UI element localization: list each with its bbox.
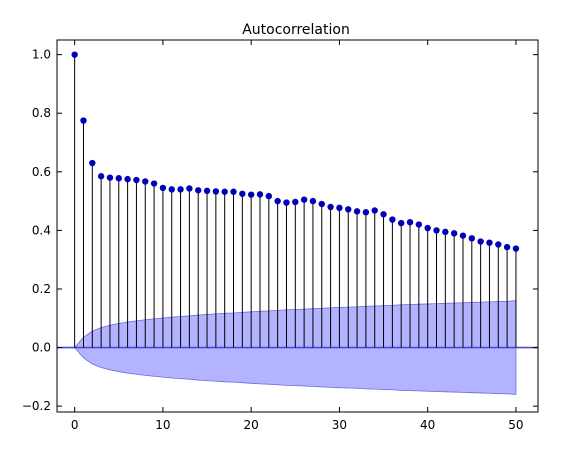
data-point-13 <box>186 185 193 192</box>
data-point-27 <box>309 197 317 205</box>
data-point-20 <box>247 191 255 198</box>
data-point-9 <box>150 180 158 187</box>
data-point-29 <box>327 203 334 211</box>
y-tick-label: −0.2 <box>22 399 51 413</box>
data-point-24 <box>283 199 290 206</box>
data-point-12 <box>177 186 184 193</box>
data-point-50 <box>512 245 520 252</box>
data-point-7 <box>133 176 140 184</box>
data-point-42 <box>442 228 449 236</box>
data-point-16 <box>212 188 220 195</box>
data-point-1 <box>80 117 87 124</box>
chart-title: Autocorrelation <box>242 22 350 38</box>
axes-frame <box>56 39 539 413</box>
plot-area: 0 10 20 30 40 50 −0.2 0.0 0.2 0.4 0.6 0.8 1.0 <box>22 39 539 432</box>
x-tick-label: 10 <box>155 418 170 432</box>
data-point-40 <box>424 224 431 232</box>
data-point-47 <box>486 239 493 246</box>
x-tick-label: 40 <box>420 418 435 432</box>
data-point-45 <box>468 235 476 242</box>
y-tick-label: 0.6 <box>32 165 51 179</box>
data-point-22 <box>265 192 273 200</box>
data-point-14 <box>195 187 202 194</box>
data-point-44 <box>459 232 467 239</box>
data-point-17 <box>221 188 228 195</box>
data-point-28 <box>318 200 325 208</box>
x-tick-label: 0 <box>71 418 79 432</box>
data-point-19 <box>239 190 246 197</box>
data-point-39 <box>415 221 423 228</box>
data-point-6 <box>124 175 131 183</box>
data-point-41 <box>433 227 440 234</box>
data-point-48 <box>495 241 502 248</box>
data-point-35 <box>380 211 387 218</box>
x-tick-label: 50 <box>508 418 523 432</box>
data-point-8 <box>142 178 149 185</box>
data-point-43 <box>450 230 458 237</box>
data-point-46 <box>477 238 484 245</box>
data-point-0 <box>71 51 78 58</box>
data-point-49 <box>503 243 511 251</box>
data-point-36 <box>389 216 396 223</box>
y-tick-label: 0.2 <box>32 282 51 296</box>
data-point-25 <box>292 198 299 206</box>
data-point-38 <box>406 218 414 226</box>
data-point-26 <box>300 196 308 203</box>
data-point-33 <box>362 209 370 216</box>
data-point-18 <box>230 188 237 195</box>
data-point-5 <box>115 175 122 182</box>
data-point-30 <box>336 204 343 212</box>
data-point-37 <box>398 219 405 227</box>
data-point-3 <box>97 173 105 180</box>
data-point-23 <box>274 197 281 205</box>
data-point-10 <box>159 184 167 192</box>
data-point-32 <box>353 208 361 215</box>
data-point-31 <box>345 206 352 213</box>
x-tick-label: 20 <box>244 418 259 432</box>
y-tick-label: 0.4 <box>32 223 51 237</box>
x-tick-label: 30 <box>332 418 347 432</box>
data-point-21 <box>256 191 264 198</box>
data-point-11 <box>168 186 175 193</box>
data-point-34 <box>371 207 378 214</box>
data-point-2 <box>89 159 96 167</box>
y-tick-label: 1.0 <box>32 48 51 62</box>
data-point-4 <box>106 174 114 181</box>
y-tick-label: 0.0 <box>32 341 51 355</box>
data-point-15 <box>203 187 211 195</box>
y-tick-label: 0.8 <box>32 106 51 120</box>
